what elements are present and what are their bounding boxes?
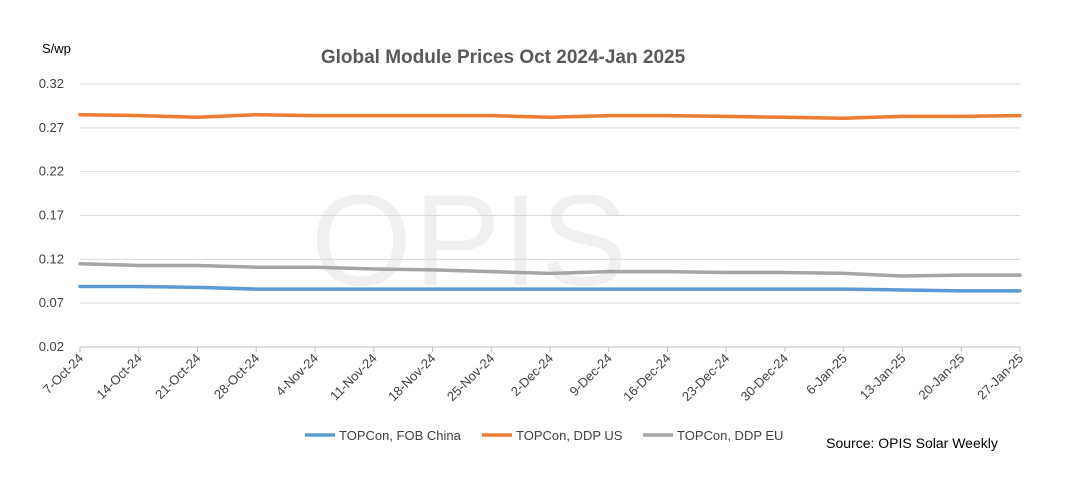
x-tick-label: 25-Nov-24: [444, 351, 498, 405]
watermark: OPIS: [311, 167, 630, 313]
x-tick-label: 16-Dec-24: [620, 351, 674, 405]
y-tick-label: 0.02: [39, 339, 64, 354]
x-tick-label: 27-Jan-25: [974, 351, 1026, 403]
legend-label: TOPCon, DDP EU: [677, 428, 783, 443]
y-axis-label: S/wp: [42, 41, 71, 56]
x-tick-label: 13-Jan-25: [857, 351, 909, 403]
y-tick-label: 0.17: [39, 208, 64, 223]
x-tick-label: 4-Nov-24: [273, 351, 321, 399]
x-tick-label: 20-Jan-25: [915, 351, 967, 403]
series-line-2: [78, 261, 1022, 278]
x-tick-label: 18-Nov-24: [385, 351, 439, 405]
y-axis-ticks: 0.02 0.07 0.12 0.17 0.22 0.27 0.32: [39, 76, 64, 354]
chart-title: Global Module Prices Oct 2024-Jan 2025: [321, 47, 686, 68]
x-tick-label: 14-Oct-24: [93, 351, 144, 402]
y-tick-label: 0.32: [39, 76, 64, 91]
legend-label: TOPCon, DDP US: [516, 428, 623, 443]
y-tick-label: 0.12: [39, 251, 64, 266]
x-axis-ticks: 7-Oct-24 14-Oct-24 21-Oct-24 28-Oct-24 4-Nov…: [40, 347, 1026, 404]
series-line-0: [78, 284, 1022, 293]
x-tick-label: 2-Dec-24: [508, 351, 556, 399]
legend-label: TOPCon, FOB China: [339, 428, 462, 443]
series-lines: [78, 112, 1022, 293]
legend: TOPCon, FOB China TOPCon, DDP US TOPCon, D…: [305, 428, 783, 443]
x-tick-label: 6-Jan-25: [803, 351, 850, 398]
x-tick-label: 11-Nov-24: [327, 351, 380, 404]
gridlines: [80, 83, 1020, 348]
series-line-1: [78, 112, 1022, 120]
x-tick-label: 7-Oct-24: [40, 351, 86, 397]
source-note: Source: OPIS Solar Weekly: [826, 435, 998, 451]
x-tick-label: 30-Dec-24: [738, 351, 792, 405]
y-tick-label: 0.27: [39, 120, 64, 135]
x-tick-label: 9-Dec-24: [566, 351, 614, 399]
x-tick-label: 21-Oct-24: [152, 351, 203, 402]
y-tick-label: 0.07: [39, 295, 64, 310]
x-tick-label: 23-Dec-24: [679, 351, 733, 405]
y-tick-label: 0.22: [39, 164, 64, 179]
x-tick-label: 28-Oct-24: [211, 351, 262, 402]
